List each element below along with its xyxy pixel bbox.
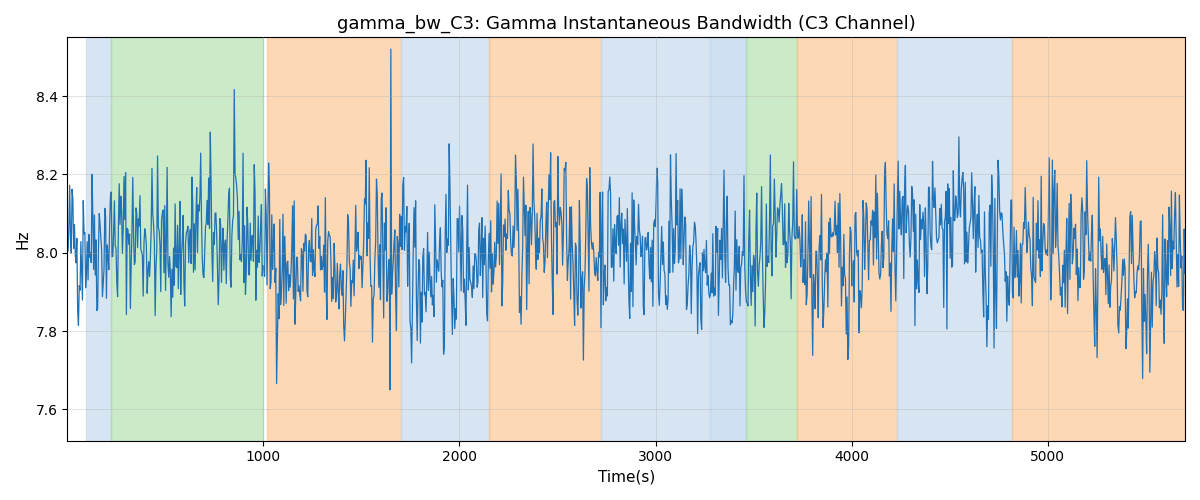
Bar: [896, 38, 1013, 440]
Bar: [268, 38, 401, 440]
Bar: [797, 38, 896, 440]
Bar: [401, 38, 488, 440]
Bar: [86, 38, 112, 440]
X-axis label: Time(s): Time(s): [598, 470, 655, 485]
Bar: [745, 38, 797, 440]
Bar: [112, 38, 263, 440]
Bar: [710, 38, 745, 440]
Title: gamma_bw_C3: Gamma Instantaneous Bandwidth (C3 Channel): gamma_bw_C3: Gamma Instantaneous Bandwid…: [337, 15, 916, 34]
Y-axis label: Hz: Hz: [16, 230, 30, 249]
Bar: [601, 38, 710, 440]
Bar: [488, 38, 601, 440]
Bar: [1013, 38, 1186, 440]
